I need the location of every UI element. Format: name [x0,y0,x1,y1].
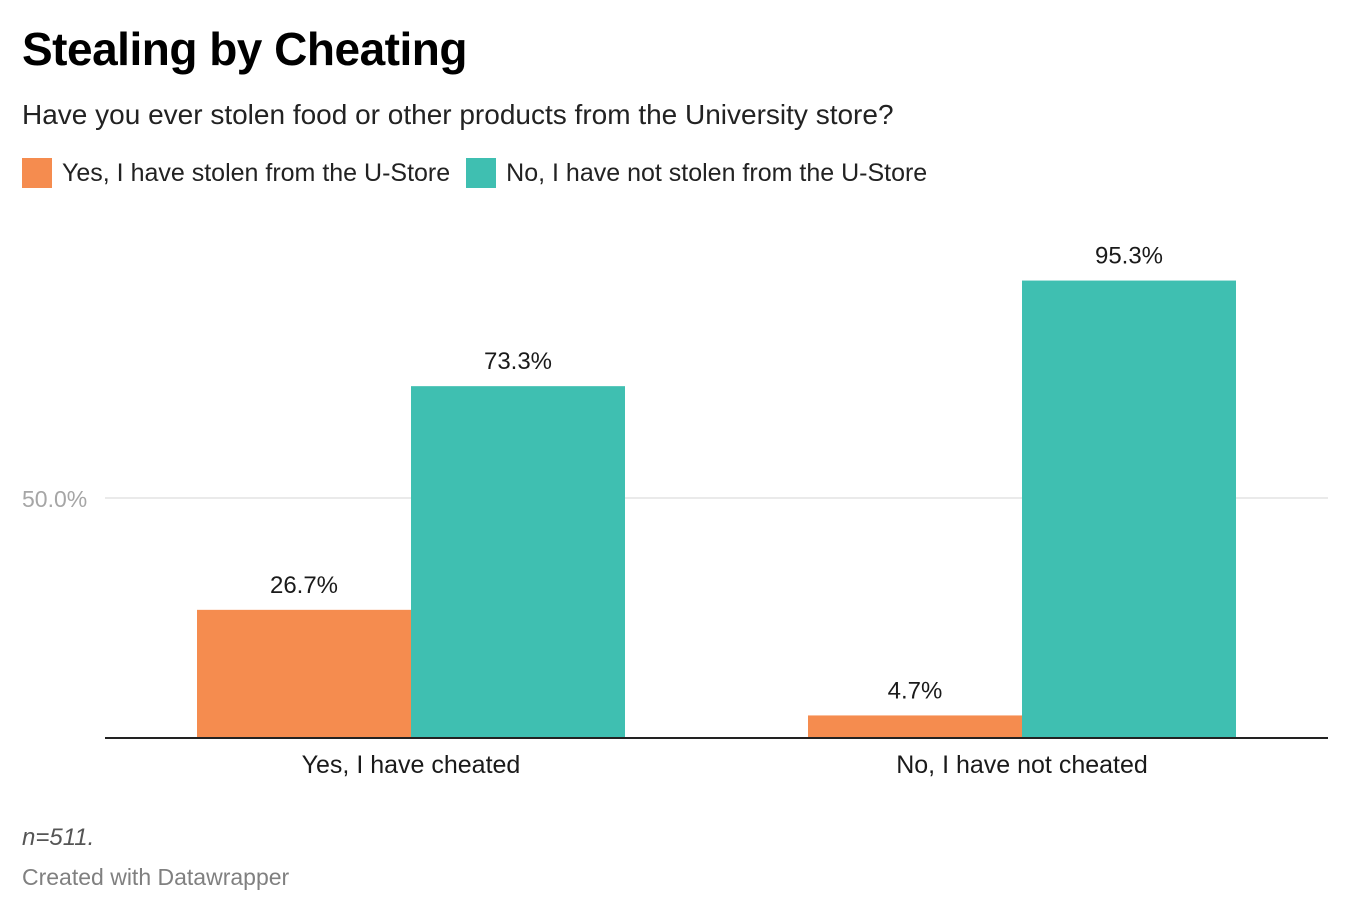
chart-subtitle: Have you ever stolen food or other produ… [22,99,894,130]
datawrapper-credit: Created with Datawrapper [22,864,290,890]
bar-1-1 [1022,280,1236,738]
legend-item-not-stolen: No, I have not stolen from the U-Store [466,158,927,188]
y-tick-label-0: 50.0% [22,486,87,512]
sample-size-note: n=511. [22,824,95,851]
chart-legend: Yes, I have stolen from the U-Store No, … [22,158,943,188]
data-label-1-0: 4.7% [888,677,943,704]
legend-swatch-stolen [22,158,52,188]
x-category-label-1: No, I have not cheated [896,751,1148,779]
legend-label-not-stolen: No, I have not stolen from the U-Store [506,158,928,187]
chart-title: Stealing by Cheating [22,23,467,75]
legend-item-stolen: Yes, I have stolen from the U-Store [22,158,450,188]
bar-chart: 50.0% 26.7% 73.3% Yes, I have cheated 4.7% 95… [22,243,1328,779]
data-label-1-1: 95.3% [1095,243,1163,270]
x-category-label-0: Yes, I have cheated [302,751,521,779]
bar-1-0 [808,715,1022,738]
legend-swatch-not-stolen [466,158,497,188]
data-label-0-1: 73.3% [484,348,552,375]
legend-label-stolen: Yes, I have stolen from the U-Store [62,158,451,187]
bar-0-0 [197,609,411,738]
bar-0-1 [411,386,625,738]
data-label-0-0: 26.7% [270,572,338,599]
